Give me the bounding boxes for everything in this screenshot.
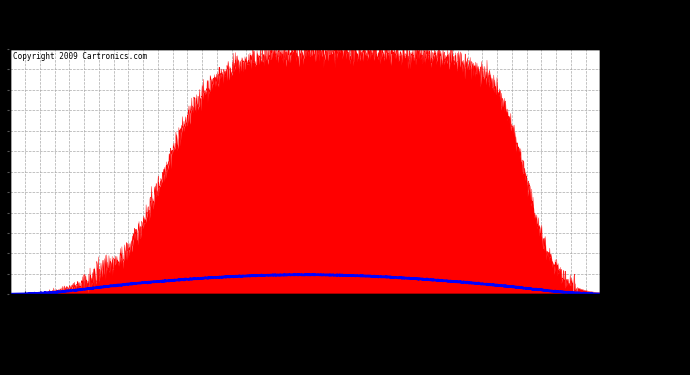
Text: Copyright 2009 Cartronics.com: Copyright 2009 Cartronics.com <box>13 53 148 62</box>
Text: Total PV Power (red) (watts) & Solar Radiation (blue) (W/m2) Thu Feb 5 17:16: Total PV Power (red) (watts) & Solar Rad… <box>75 20 615 33</box>
